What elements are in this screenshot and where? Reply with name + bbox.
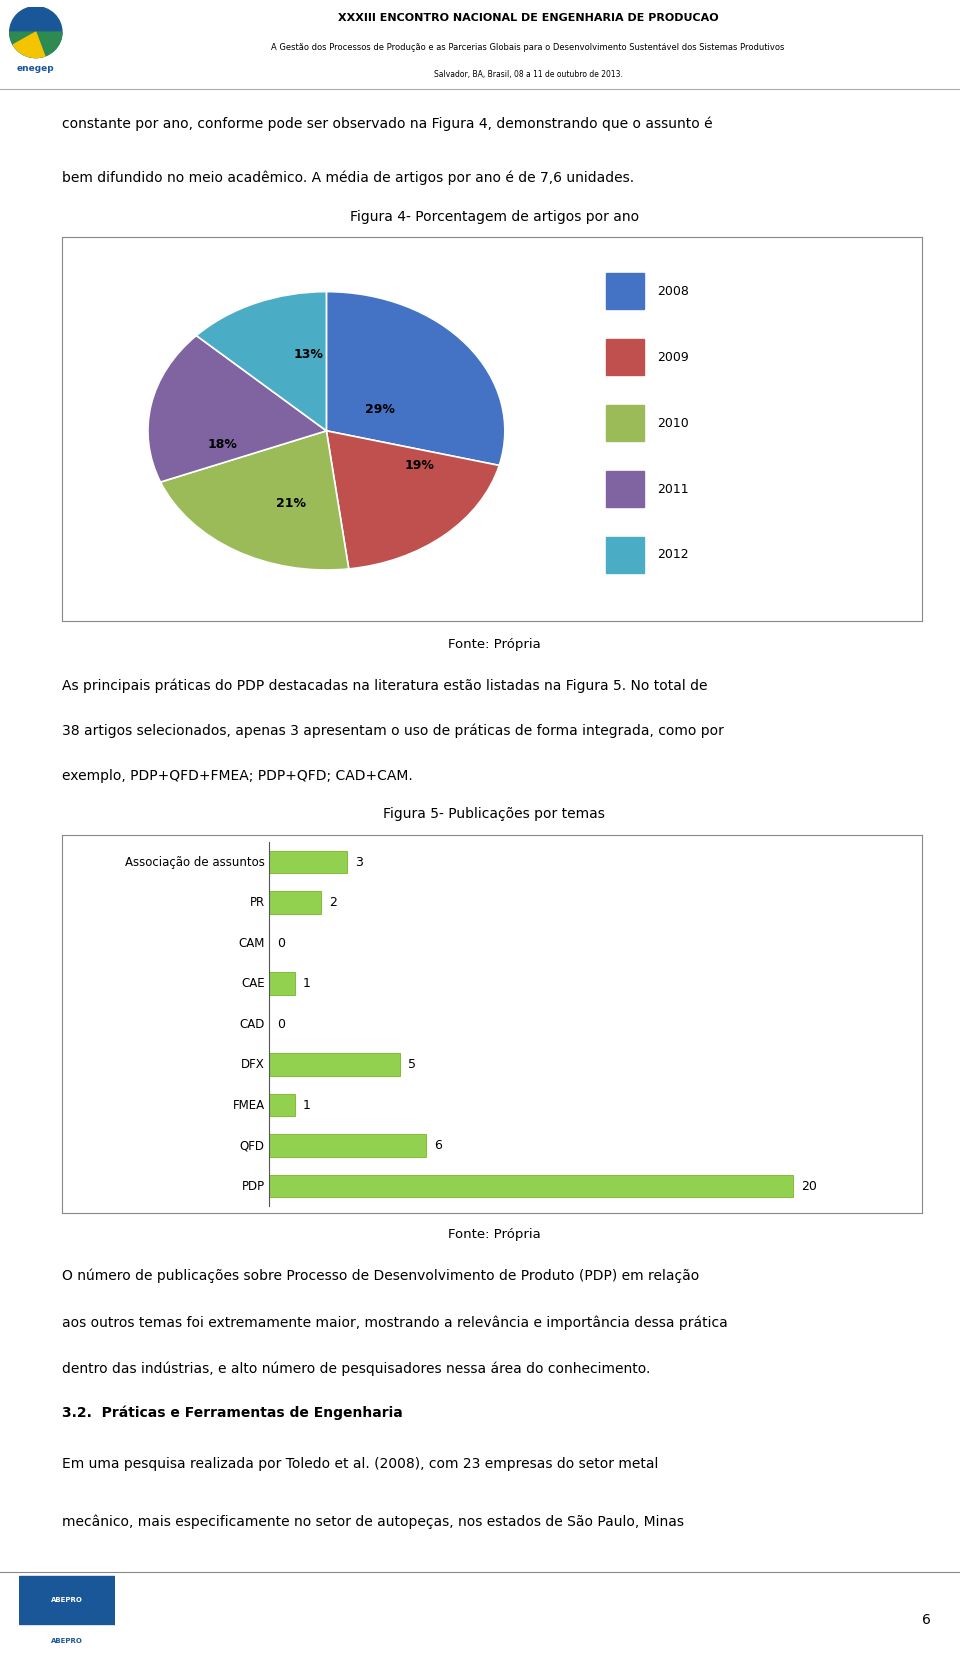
Text: 2: 2 — [329, 896, 337, 910]
Text: 19%: 19% — [404, 459, 434, 472]
Text: PDP: PDP — [242, 1180, 265, 1193]
Text: 6: 6 — [923, 1614, 931, 1627]
Text: 6: 6 — [434, 1138, 442, 1152]
Text: 2010: 2010 — [657, 416, 688, 429]
Text: 20: 20 — [801, 1180, 817, 1193]
Text: FMEA: FMEA — [232, 1099, 265, 1112]
Bar — [269, 891, 322, 913]
Bar — [269, 1094, 295, 1117]
Text: 21%: 21% — [276, 497, 305, 510]
Circle shape — [10, 7, 61, 58]
Wedge shape — [148, 335, 326, 482]
Bar — [606, 273, 643, 310]
Text: 1: 1 — [302, 978, 311, 989]
Text: 0: 0 — [276, 936, 285, 949]
Wedge shape — [326, 431, 499, 568]
Text: Associação de assuntos: Associação de assuntos — [125, 855, 265, 868]
Bar — [606, 471, 643, 507]
Text: Figura 5- Publicações por temas: Figura 5- Publicações por temas — [383, 807, 606, 820]
Text: exemplo, PDP+QFD+FMEA; PDP+QFD; CAD+CAM.: exemplo, PDP+QFD+FMEA; PDP+QFD; CAD+CAM. — [62, 769, 413, 784]
Text: 0: 0 — [276, 1017, 285, 1031]
Bar — [269, 973, 295, 994]
Text: CAM: CAM — [238, 936, 265, 949]
Text: 38 artigos selecionados, apenas 3 apresentam o uso de práticas de forma integrad: 38 artigos selecionados, apenas 3 aprese… — [62, 724, 724, 737]
Text: ABEPRO: ABEPRO — [51, 1637, 84, 1644]
Text: DFX: DFX — [241, 1059, 265, 1070]
Text: Fonte: Própria: Fonte: Própria — [448, 1228, 540, 1241]
Text: As principais práticas do PDP destacadas na literatura estão listadas na Figura : As principais práticas do PDP destacadas… — [62, 678, 708, 693]
Text: enegep: enegep — [17, 65, 55, 73]
Text: ABEPRO: ABEPRO — [51, 1597, 84, 1604]
Text: 2011: 2011 — [657, 482, 688, 495]
Text: 29%: 29% — [365, 403, 395, 416]
Wedge shape — [196, 292, 326, 431]
Text: constante por ano, conforme pode ser observado na Figura 4, demonstrando que o a: constante por ano, conforme pode ser obs… — [62, 116, 713, 131]
Bar — [606, 340, 643, 374]
Text: mecânico, mais especificamente no setor de autopeças, nos estados de São Paulo, : mecânico, mais especificamente no setor … — [62, 1514, 684, 1529]
Bar — [269, 1054, 399, 1075]
Wedge shape — [13, 31, 45, 58]
Text: 1: 1 — [302, 1099, 311, 1112]
Text: CAD: CAD — [239, 1017, 265, 1031]
Text: aos outros temas foi extremamente maior, mostrando a relevância e importância de: aos outros temas foi extremamente maior,… — [62, 1316, 728, 1329]
Text: Salvador, BA, Brasil, 08 a 11 de outubro de 2013.: Salvador, BA, Brasil, 08 a 11 de outubro… — [434, 70, 622, 80]
Text: QFD: QFD — [240, 1138, 265, 1152]
Text: 3: 3 — [355, 855, 363, 868]
Text: A Gestão dos Processos de Produção e as Parcerias Globais para o Desenvolvimento: A Gestão dos Processos de Produção e as … — [272, 43, 784, 51]
Text: 3.2.  Práticas e Ferramentas de Engenharia: 3.2. Práticas e Ferramentas de Engenhari… — [62, 1405, 403, 1420]
Text: Fonte: Própria: Fonte: Própria — [448, 638, 540, 651]
Wedge shape — [326, 292, 505, 466]
Wedge shape — [10, 31, 61, 58]
Text: XXXIII ENCONTRO NACIONAL DE ENGENHARIA DE PRODUCAO: XXXIII ENCONTRO NACIONAL DE ENGENHARIA D… — [338, 13, 718, 23]
Text: Em uma pesquisa realizada por Toledo et al. (2008), com 23 empresas do setor met: Em uma pesquisa realizada por Toledo et … — [62, 1457, 659, 1471]
Text: 2012: 2012 — [657, 548, 688, 562]
Text: Figura 4- Porcentagem de artigos por ano: Figura 4- Porcentagem de artigos por ano — [349, 210, 639, 224]
Bar — [269, 1175, 793, 1196]
Text: 2009: 2009 — [657, 351, 688, 363]
Text: 2008: 2008 — [657, 285, 689, 298]
Text: bem difundido no meio acadêmico. A média de artigos por ano é de 7,6 unidades.: bem difundido no meio acadêmico. A média… — [62, 171, 635, 186]
Bar — [269, 1135, 426, 1157]
Text: 13%: 13% — [294, 348, 324, 361]
Text: dentro das indústrias, e alto número de pesquisadores nessa área do conhecimento: dentro das indústrias, e alto número de … — [62, 1362, 651, 1375]
Text: 5: 5 — [408, 1059, 416, 1070]
Text: PR: PR — [250, 896, 265, 910]
Bar — [269, 852, 348, 873]
Text: O número de publicações sobre Processo de Desenvolvimento de Produto (PDP) em re: O número de publicações sobre Processo d… — [62, 1269, 700, 1283]
Bar — [606, 537, 643, 573]
Bar — [606, 406, 643, 441]
Bar — [19, 1576, 115, 1624]
Text: CAE: CAE — [241, 978, 265, 989]
Text: 18%: 18% — [208, 437, 238, 451]
Wedge shape — [160, 431, 348, 570]
